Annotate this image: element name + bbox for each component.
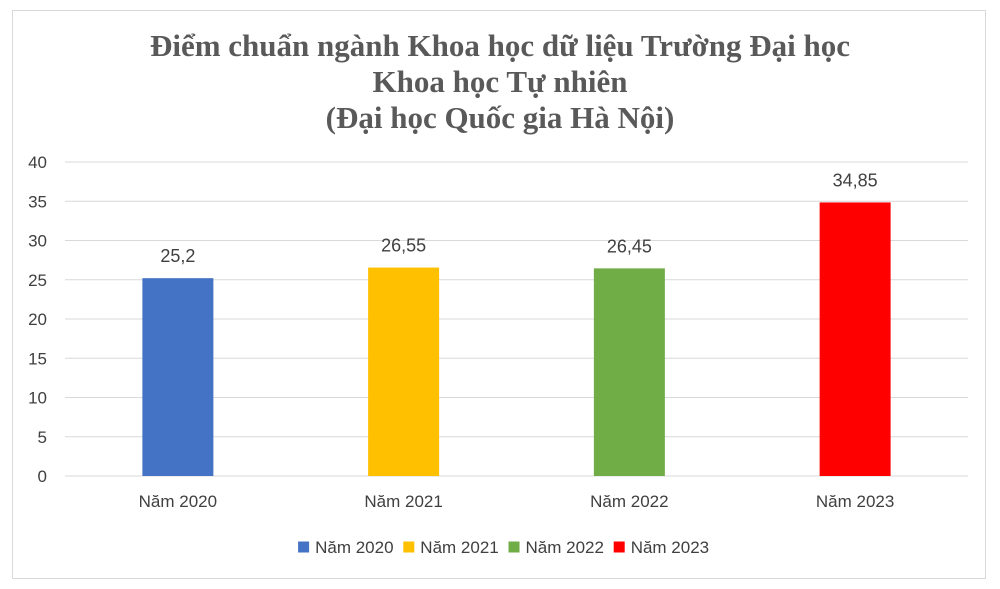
y-tick-label: 5 [38, 428, 47, 447]
chart-title-line-1: Điểm chuẩn ngành Khoa học dữ liệu Trường… [149, 28, 851, 63]
legend-entry: Năm 2023 [631, 538, 709, 557]
y-tick-label: 30 [28, 232, 47, 251]
legend-swatch [298, 541, 310, 553]
bar [368, 267, 440, 476]
y-tick-label: 10 [28, 389, 47, 408]
legend: Năm 2020 Năm 2021 Năm 2022 Năm 2023 [298, 538, 709, 557]
x-category-label: Năm 2022 [590, 492, 668, 511]
x-category-label: Năm 2021 [364, 492, 442, 511]
chart-title: Điểm chuẩn ngành Khoa học dữ liệu Trường… [0, 28, 1000, 136]
legend-entry: Năm 2021 [420, 538, 498, 557]
y-tick-label: 15 [28, 349, 47, 368]
y-tick-label: 35 [28, 192, 47, 211]
chart-title-line-3: (Đại học Quốc gia Hà Nội) [325, 100, 675, 135]
x-axis-categories: Năm 2020 Năm 2021 Năm 2022 Năm 2023 [139, 492, 895, 511]
legend-swatch [403, 541, 415, 553]
data-label: 34,85 [833, 170, 878, 190]
bar [819, 202, 891, 477]
y-tick-label: 40 [28, 153, 47, 172]
data-labels: 25,2 26,55 26,45 34,85 [160, 170, 877, 266]
bar [142, 278, 214, 476]
y-axis-ticks: 0 5 10 15 20 25 30 35 40 [28, 153, 47, 486]
legend-swatch [613, 541, 625, 553]
data-label: 26,55 [381, 236, 426, 256]
y-tick-label: 25 [28, 271, 47, 290]
x-category-label: Năm 2023 [816, 492, 894, 511]
legend-entry: Năm 2022 [526, 538, 604, 557]
data-label: 25,2 [160, 246, 195, 266]
legend-entry: Năm 2020 [315, 538, 393, 557]
x-category-label: Năm 2020 [139, 492, 217, 511]
bars [142, 202, 891, 477]
y-tick-label: 0 [38, 467, 47, 486]
y-tick-label: 20 [28, 310, 47, 329]
data-label: 26,45 [607, 236, 652, 256]
gridlines [65, 161, 968, 477]
bar [593, 268, 665, 476]
legend-swatch [508, 541, 520, 553]
chart-title-line-2: Khoa học Tự nhiên [372, 64, 628, 99]
